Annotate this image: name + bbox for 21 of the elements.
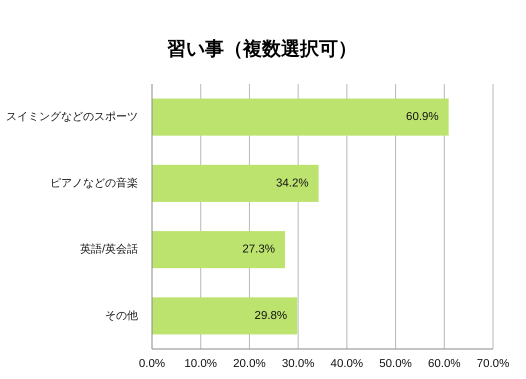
data-label: 29.8%: [254, 310, 288, 322]
x-tick-label: 50.0%: [379, 358, 412, 370]
x-tick-label: 60.0%: [428, 358, 461, 370]
bar: [152, 297, 298, 334]
bar: [152, 164, 319, 202]
x-tick-label: 70.0%: [476, 358, 510, 370]
bar: [152, 98, 449, 136]
data-label: 34.2%: [276, 177, 309, 190]
x-tick-label: 40.0%: [330, 358, 364, 370]
y-tick-label: その他: [105, 310, 138, 322]
y-tick-label: 英語/英会話: [80, 242, 138, 256]
data-label: 27.3%: [242, 244, 275, 256]
x-tick-label: 10.0%: [184, 358, 218, 370]
data-label: 60.9%: [406, 111, 439, 124]
bar: [152, 231, 285, 268]
chart-title: 習い事（複数選択可）: [167, 38, 357, 60]
y-tick-label: ピアノなどの音楽: [50, 176, 138, 190]
x-tick-label: 30.0%: [282, 358, 314, 370]
y-tick-label: スイミングなどのスポーツ: [6, 111, 138, 124]
x-tick-label: 20.0%: [233, 358, 266, 370]
x-tick-label: 0.0%: [138, 358, 166, 370]
